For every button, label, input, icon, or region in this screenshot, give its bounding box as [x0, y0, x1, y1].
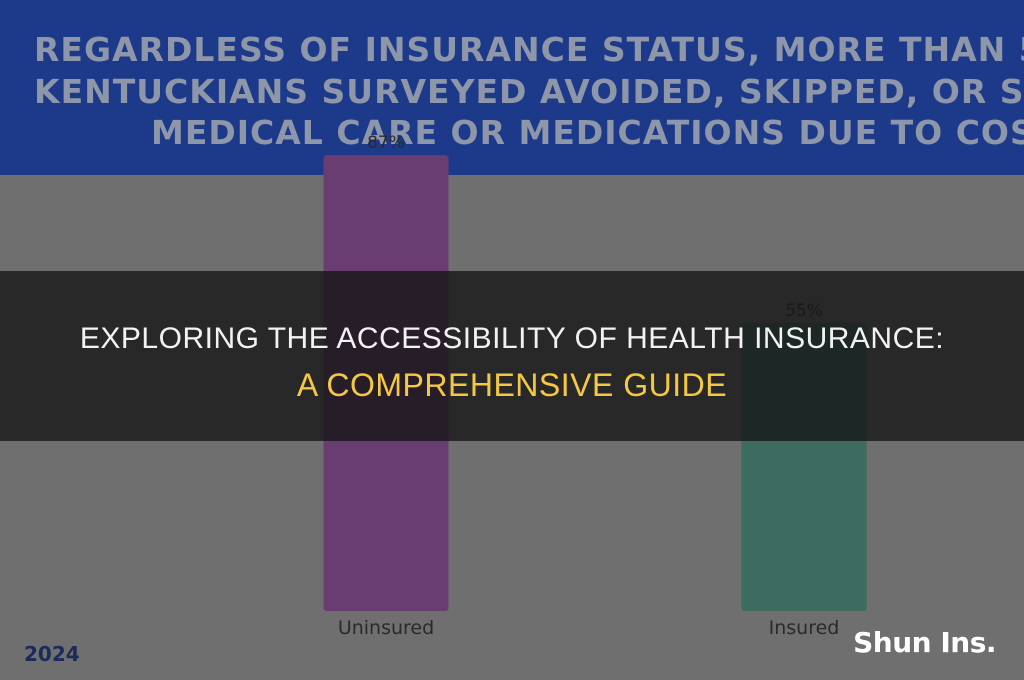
title-overlay: EXPLORING THE ACCESSIBILITY OF HEALTH IN… — [0, 271, 1024, 441]
category-label-uninsured: Uninsured — [338, 617, 434, 639]
category-label-insured: Insured — [769, 617, 840, 639]
brand-logo: Shun Ins. — [853, 626, 996, 659]
banner-line-3: MEDICAL CARE OR MEDICATIONS DUE TO COS — [151, 113, 1024, 152]
overlay-title-line-1: EXPLORING THE ACCESSIBILITY OF HEALTH IN… — [79, 322, 945, 355]
headline-banner: REGARDLESS OF INSURANCE STATUS, MORE THA… — [0, 0, 1024, 175]
overlay-title-line-2: A COMPREHENSIVE GUIDE — [296, 367, 728, 403]
banner-line-1: REGARDLESS OF INSURANCE STATUS, MORE THA… — [34, 30, 1024, 69]
banner-line-2: KENTUCKIANS SURVEYED AVOIDED, SKIPPED, O… — [34, 72, 1024, 111]
year-label: 2024 — [24, 642, 80, 666]
value-label-uninsured: 87% — [367, 133, 405, 153]
